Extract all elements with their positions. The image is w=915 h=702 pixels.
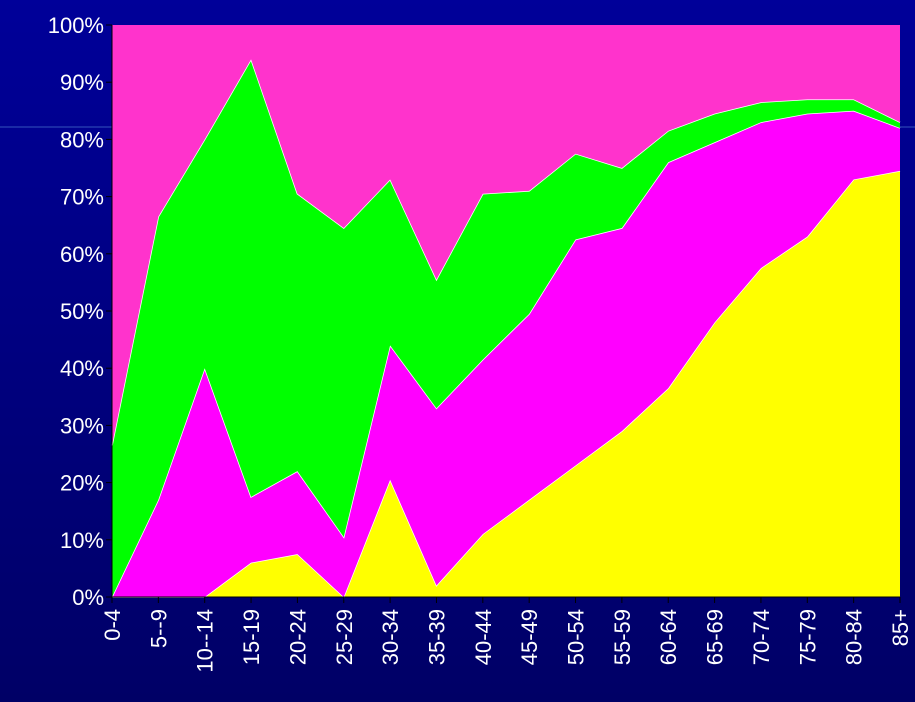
x-tick-label: 30-34 xyxy=(378,609,403,665)
y-tick-label: 30% xyxy=(60,413,104,438)
x-tick-label: 65-69 xyxy=(703,609,728,665)
y-tick-label: 10% xyxy=(60,528,104,553)
y-tick-label: 100% xyxy=(48,13,104,38)
y-tick-label: 40% xyxy=(60,356,104,381)
x-tick-label: 15-19 xyxy=(239,609,264,665)
y-tick-label: 0% xyxy=(72,585,104,610)
area xyxy=(112,110,900,598)
area xyxy=(112,25,900,446)
x-tick-label: 10--14 xyxy=(193,609,218,673)
x-tick-label: 40-44 xyxy=(471,609,496,665)
area xyxy=(112,170,900,598)
y-tick-label: 80% xyxy=(60,127,104,152)
x-tick-label: 50-54 xyxy=(564,609,589,665)
x-tick-label: 55-59 xyxy=(610,609,635,665)
x-tick-label: 80-84 xyxy=(842,609,867,665)
y-tick-label: 50% xyxy=(60,299,104,324)
y-tick-label: 70% xyxy=(60,185,104,210)
x-tick-label: 25-29 xyxy=(332,609,357,665)
x-tick-label: 60-64 xyxy=(656,609,681,665)
x-tick-label: 70-74 xyxy=(749,609,774,665)
x-tick-label: 85+ xyxy=(888,609,913,646)
x-tick-label: 45-49 xyxy=(517,609,542,665)
x-tick-label: 75-79 xyxy=(795,609,820,665)
x-tick-label: 0-4 xyxy=(100,609,125,641)
x-tick-label: 35-39 xyxy=(424,609,449,665)
x-tick-label: 20-24 xyxy=(285,609,310,665)
x-tick-label: 5--9 xyxy=(146,609,171,648)
area xyxy=(112,59,900,597)
y-tick-label: 90% xyxy=(60,70,104,95)
y-tick-label: 60% xyxy=(60,242,104,267)
y-tick-label: 20% xyxy=(60,471,104,496)
